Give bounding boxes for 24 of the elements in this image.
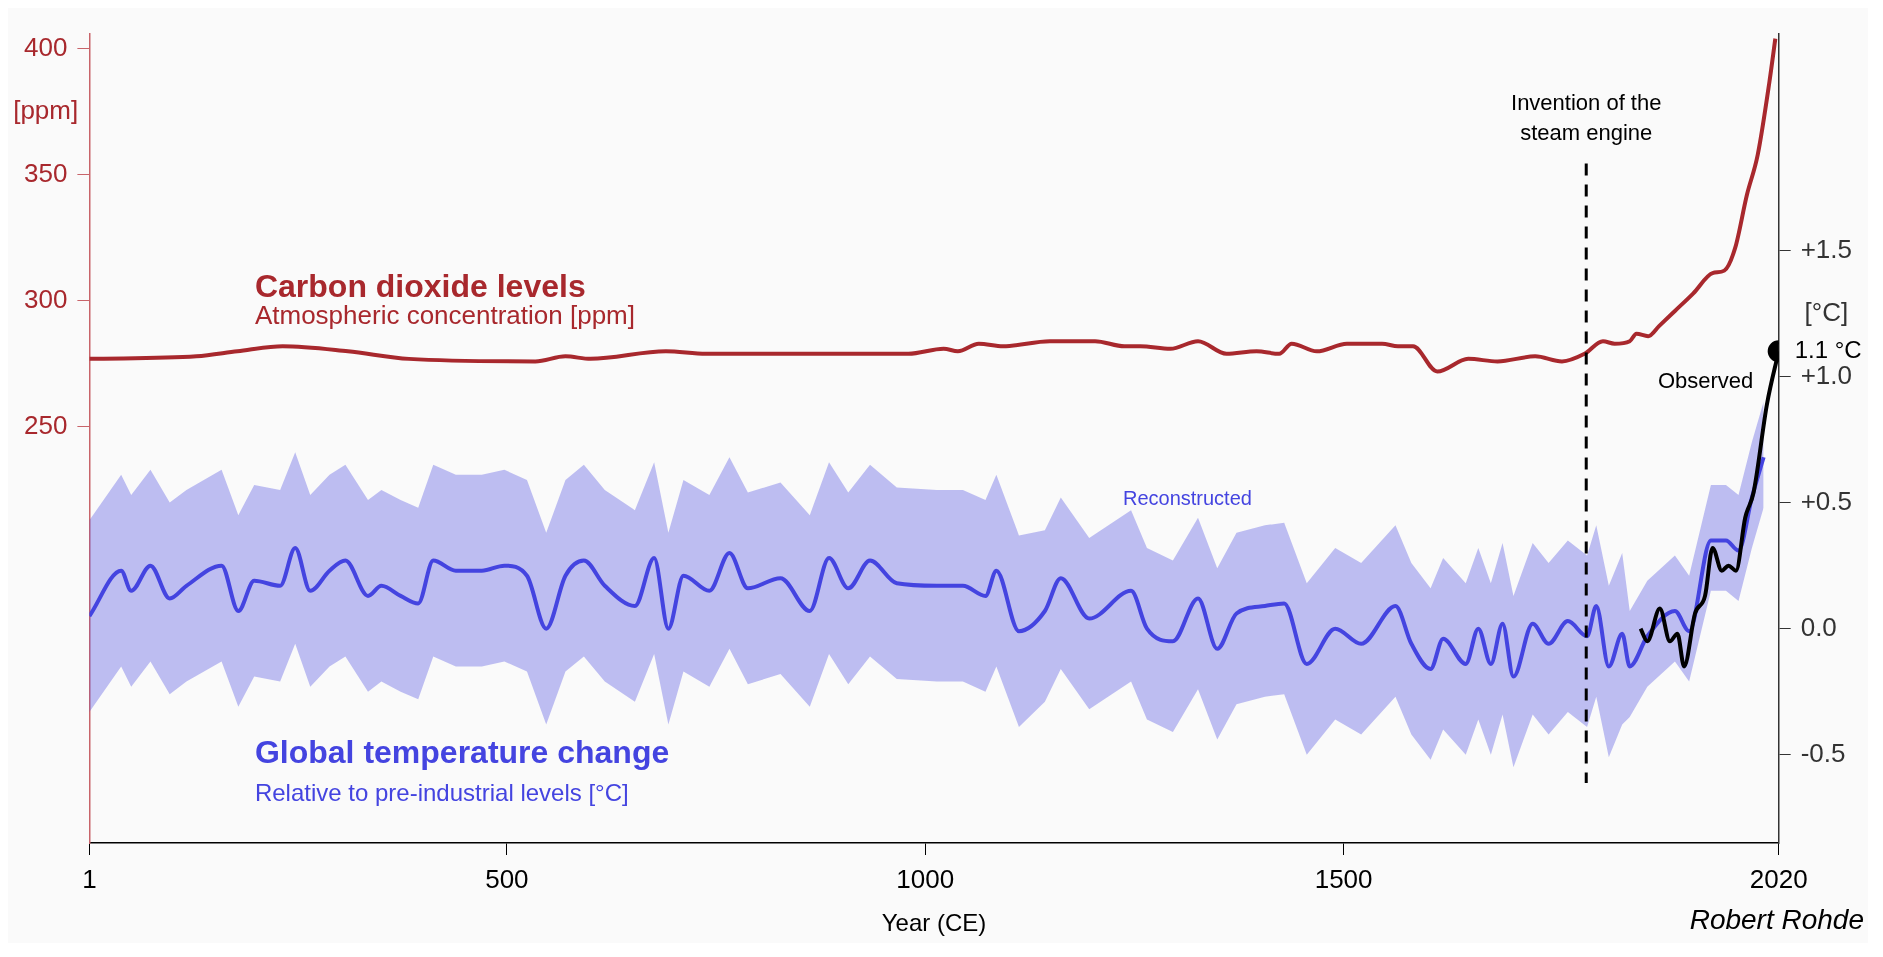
y2-tick-label: +0.5 [1800, 485, 1852, 516]
y2-tick-label: 0.0 [1800, 611, 1837, 642]
ref-line-label: Invention of the steam engine [1511, 89, 1662, 145]
x-axis-title: Year (CE) [881, 909, 987, 937]
y-tick-label: 400 [23, 31, 68, 62]
x-tick-label: 1 [82, 863, 97, 894]
text: Robert Rohde [1689, 903, 1864, 935]
line-series [89, 36, 1778, 374]
x-tick-label: 500 [485, 863, 529, 894]
series-label: Observed [1657, 367, 1754, 393]
text: Reconstructed [1122, 486, 1252, 509]
y2-tick-label: -0.5 [1800, 737, 1846, 768]
y-axis-title: [ppm] [13, 94, 79, 125]
annotation: Global temperature change [254, 733, 670, 770]
x-tick-label: 2020 [1749, 863, 1808, 894]
y2-axis-title: [°C] [1804, 296, 1849, 327]
line-series [89, 455, 1766, 679]
x-tick-label: 1500 [1314, 863, 1373, 894]
y-tick-label: 300 [23, 284, 68, 315]
y-tick-label: 350 [23, 157, 68, 188]
y-tick-label: 250 [23, 410, 68, 441]
y2-tick-label: +1.5 [1800, 233, 1852, 264]
annotation: Relative to pre-industrial levels [°C] [254, 779, 629, 807]
x-tick-label: 1000 [896, 863, 955, 894]
